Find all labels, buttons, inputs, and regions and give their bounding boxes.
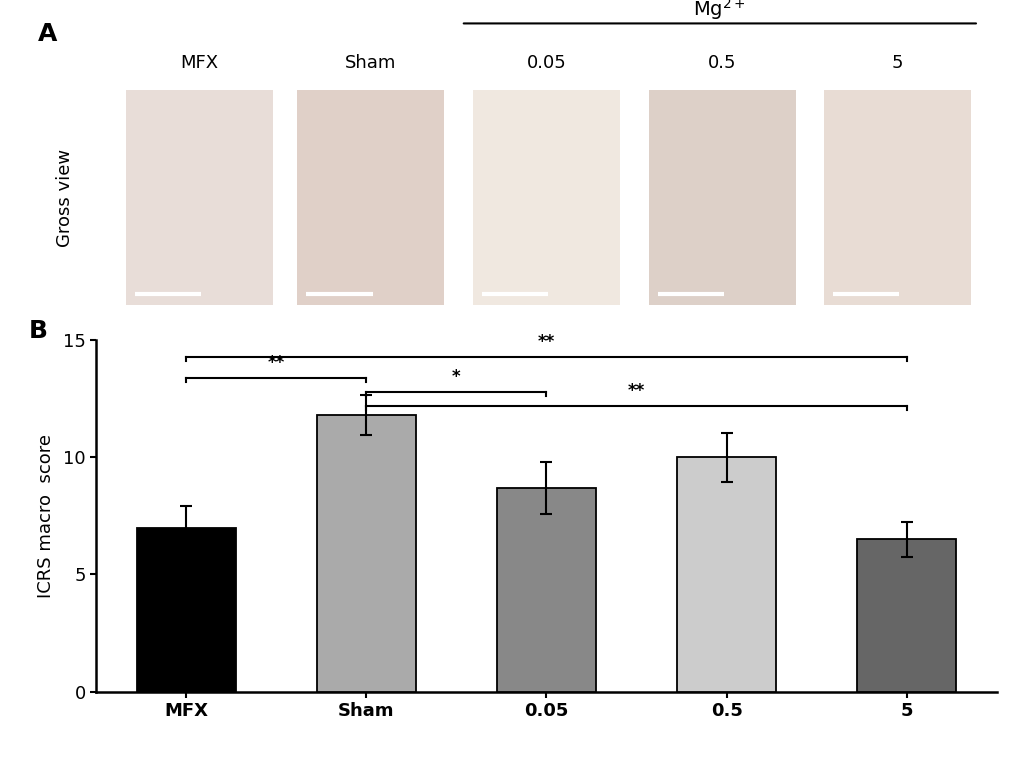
Text: Mg$^{2+}$: Mg$^{2+}$ — [693, 0, 745, 22]
Bar — [126, 90, 273, 306]
Bar — [496, 488, 595, 692]
Text: 0.05: 0.05 — [526, 54, 566, 72]
Bar — [316, 415, 416, 692]
Text: MFX: MFX — [181, 54, 218, 72]
Text: *: * — [452, 368, 460, 386]
Text: 5: 5 — [891, 54, 903, 72]
Text: Sham: Sham — [345, 54, 396, 72]
Text: A: A — [37, 22, 57, 46]
Text: B: B — [28, 319, 48, 343]
Bar — [856, 540, 955, 692]
Text: **: ** — [537, 333, 555, 350]
Text: **: ** — [627, 382, 645, 400]
Bar — [472, 90, 620, 306]
Bar — [648, 90, 795, 306]
Bar — [136, 527, 236, 692]
Bar — [676, 458, 775, 692]
Y-axis label: ICRS macro  score: ICRS macro score — [36, 434, 55, 598]
Text: Gross view: Gross view — [56, 148, 74, 247]
Text: 0.5: 0.5 — [707, 54, 736, 72]
Bar — [297, 90, 444, 306]
Text: **: ** — [267, 353, 285, 372]
Bar — [824, 90, 971, 306]
